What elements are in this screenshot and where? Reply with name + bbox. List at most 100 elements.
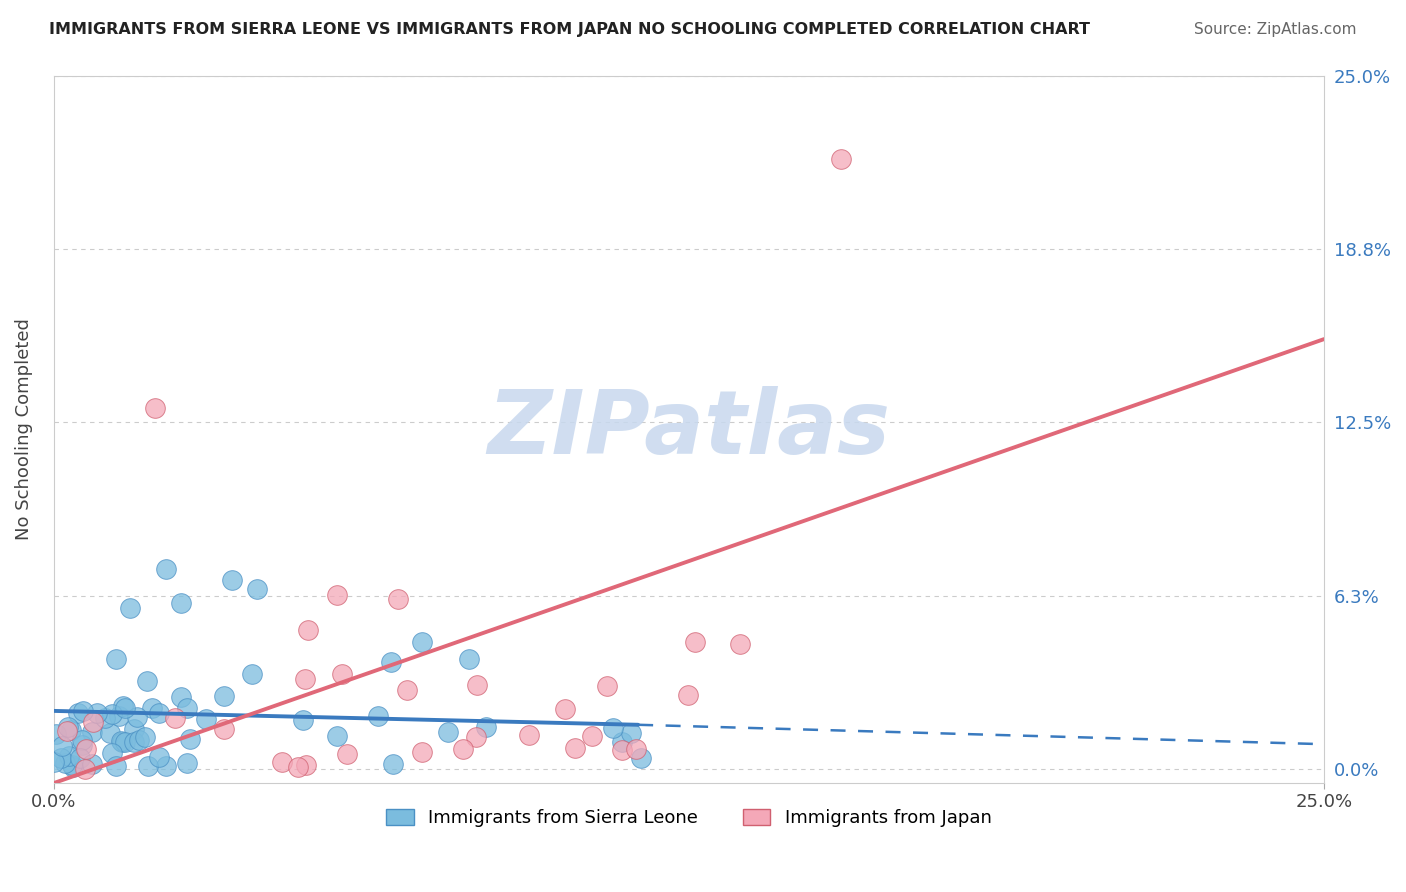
Point [270,755,292,769]
Point [295,758,318,772]
Point [336,747,359,761]
Point [581,729,603,743]
Point [155,562,177,576]
Point [381,756,404,771]
Point [411,634,433,648]
Point [683,634,706,648]
Point [72,704,94,718]
Point [291,713,314,727]
Point [330,667,353,681]
Point [624,741,647,756]
Point [517,728,540,742]
Point [135,673,157,688]
Point [112,698,135,713]
Point [93,711,115,725]
Point [70,739,93,753]
Point [82,715,104,730]
Point [136,759,159,773]
Point [125,710,148,724]
Point [612,734,634,748]
Point [326,729,349,743]
Point [595,680,617,694]
Point [86,706,108,720]
Point [114,700,136,714]
Legend: Immigrants from Sierra Leone, Immigrants from Japan: Immigrants from Sierra Leone, Immigrants… [380,801,998,834]
Point [554,702,576,716]
Point [465,730,488,744]
Point [678,688,700,702]
Point [107,709,129,723]
Point [101,707,124,722]
Point [465,678,488,692]
Point [75,742,97,756]
Point [367,709,389,723]
Point [82,725,104,739]
Point [179,732,201,747]
Point [170,596,193,610]
Point [42,755,65,769]
Point [60,758,83,772]
Point [118,601,141,615]
Point [163,711,186,725]
Point [98,726,121,740]
Point [122,735,145,749]
Point [128,732,150,747]
Point [145,401,167,416]
Point [70,732,93,747]
Point [69,751,91,765]
Point [169,690,191,705]
Point [294,672,316,686]
Text: ZIPatlas: ZIPatlas [488,385,890,473]
Point [287,759,309,773]
Point [602,721,624,735]
Point [122,722,145,736]
Point [105,652,128,666]
Point [111,735,134,749]
Point [242,667,264,681]
Point [830,152,852,166]
Point [148,750,170,764]
Point [475,720,498,734]
Point [82,756,104,771]
Point [564,741,586,756]
Point [387,592,409,607]
Point [58,749,80,764]
Point [453,742,475,756]
Point [49,751,72,765]
Point [620,726,643,740]
Point [56,720,79,734]
Point [630,751,652,765]
Point [66,706,89,720]
Point [212,722,235,736]
Point [176,756,198,771]
Point [155,759,177,773]
Point [297,624,319,638]
Point [141,701,163,715]
Point [110,733,132,747]
Point [53,756,76,771]
Point [437,725,460,739]
Point [148,706,170,720]
Point [396,683,419,698]
Point [56,723,79,738]
Point [411,745,433,759]
Point [59,723,82,738]
Point [134,730,156,744]
Point [73,762,96,776]
Point [458,652,481,666]
Text: Source: ZipAtlas.com: Source: ZipAtlas.com [1194,22,1357,37]
Point [610,743,633,757]
Point [105,758,128,772]
Point [114,735,136,749]
Point [246,582,269,596]
Point [728,637,751,651]
Point [176,701,198,715]
Point [380,655,402,669]
Point [221,574,243,588]
Point [51,739,73,753]
Point [62,759,84,773]
Y-axis label: No Schooling Completed: No Schooling Completed [15,318,32,541]
Point [101,746,124,760]
Point [214,690,236,704]
Point [44,727,66,741]
